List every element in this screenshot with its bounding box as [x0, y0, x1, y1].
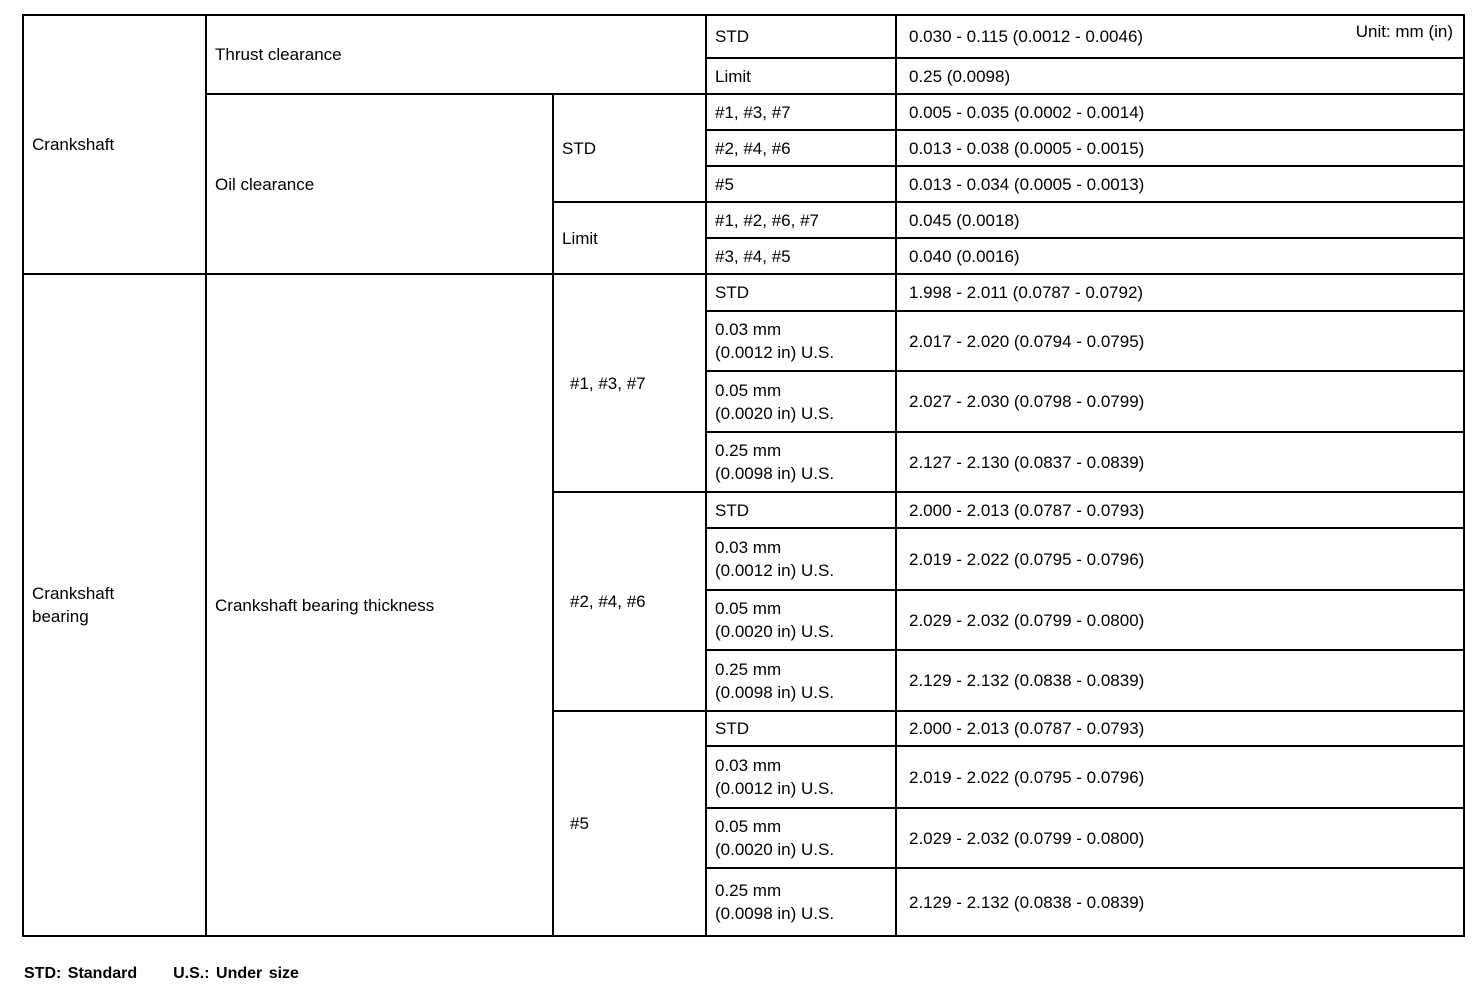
table-row: Crankshaft bearing Crankshaft bearing thi… — [22, 273, 1465, 937]
undersize-mm: 0.05 mm — [715, 817, 782, 836]
value-cell: 2.129 - 2.132 (0.0838 - 0.0839) — [895, 649, 1465, 712]
journal-label: #5 — [705, 165, 897, 203]
table-row: 0.03 mm (0.0012 in) U.S. 2.017 - 2.020 (0.… — [23, 310, 1465, 372]
value-cell: 2.027 - 2.030 (0.0798 - 0.0799) — [895, 370, 1465, 433]
undersize-mm: 0.05 mm — [715, 380, 782, 400]
limit-label: Limit — [552, 201, 707, 275]
value-cell: 1.998 - 2.011 (0.0787 - 0.0792) — [895, 273, 1465, 312]
journal-group-label: #1, #3, #7 — [552, 273, 707, 493]
value-cell: 2.127 - 2.130 (0.0837 - 0.0839) — [895, 431, 1465, 493]
journal-group-label: #5 — [552, 710, 707, 937]
size-label: 0.25 mm (0.0098 in) U.S. — [705, 649, 897, 712]
table-row: 0.05 mm (0.0020 in) U.S. 2.027 - 2.030 (0.… — [23, 370, 1465, 433]
journal-label: #2, #4, #6 — [705, 129, 897, 167]
table-row: 0.05 mm (0.0020 in) U.S. 2.029 - 2.032 (0.… — [23, 807, 1465, 869]
undersize-in: (0.0098 in) U.S. — [715, 904, 835, 923]
undersize-in: (0.0020 in) U.S. — [715, 840, 835, 859]
table-row: 0.25 mm (0.0098 in) U.S. 2.127 - 2.130 (0.… — [23, 431, 1465, 493]
thrust-clearance-label: Thrust clearance — [205, 14, 707, 95]
size-label: STD — [705, 273, 897, 312]
undersize-mm: 0.25 mm — [715, 659, 782, 679]
std-abbrev: STD: Standard — [24, 965, 138, 982]
value-cell: 0.030 - 0.115 (0.0012 - 0.0046) Unit: mm … — [895, 14, 1465, 59]
size-label: STD — [705, 491, 897, 529]
value-cell: 2.000 - 2.013 (0.0787 - 0.0793) — [895, 491, 1465, 529]
size-label: 0.05 mm (0.0020 in) U.S. — [705, 807, 897, 869]
size-label: Limit — [705, 57, 897, 95]
size-label: 0.03 mm (0.0012 in) U.S. — [705, 745, 897, 809]
value-cell: 2.129 - 2.132 (0.0838 - 0.0839) — [895, 867, 1465, 937]
size-label: STD — [705, 710, 897, 747]
journal-label: #1, #2, #6, #7 — [705, 201, 897, 239]
undersize-in: (0.0012 in) U.S. — [715, 561, 835, 580]
value-text: 0.030 - 0.115 (0.0012 - 0.0046) — [909, 27, 1144, 46]
value-cell: 2.019 - 2.022 (0.0795 - 0.0796) — [895, 527, 1465, 591]
value-cell: 2.029 - 2.032 (0.0799 - 0.0800) — [895, 589, 1465, 651]
crankshaft-label: Crankshaft — [22, 14, 207, 275]
value-cell: 0.013 - 0.038 (0.0005 - 0.0015) — [895, 129, 1465, 167]
undersize-in: (0.0012 in) U.S. — [715, 779, 835, 798]
value-cell: 2.000 - 2.013 (0.0787 - 0.0793) — [895, 710, 1465, 747]
journal-label: #1, #3, #7 — [705, 93, 897, 131]
table-row: 0.25 mm (0.0098 in) U.S. 2.129 - 2.132 (0.… — [23, 867, 1465, 937]
oil-clearance-label: Oil clearance — [205, 93, 554, 275]
size-label: STD — [705, 14, 897, 59]
size-label: 0.05 mm (0.0020 in) U.S. — [705, 370, 897, 433]
size-label: 0.03 mm (0.0012 in) U.S. — [705, 310, 897, 372]
value-cell: 2.019 - 2.022 (0.0795 - 0.0796) — [895, 745, 1465, 809]
table-row: 0.05 mm (0.0020 in) U.S. 2.029 - 2.032 (0.… — [23, 589, 1465, 651]
undersize-in: (0.0020 in) U.S. — [715, 403, 835, 423]
table-row: #5 STD 2.000 - 2.013 (0.0787 - 0.0793) — [23, 710, 1465, 937]
value-cell: 0.005 - 0.035 (0.0002 - 0.0014) — [895, 93, 1465, 131]
us-abbrev: U.S.: Under size — [173, 965, 299, 982]
legend-footer: STD: Standard U.S.: Under size — [24, 965, 335, 983]
undersize-mm: 0.03 mm — [715, 756, 782, 775]
undersize-mm: 0.03 mm — [715, 538, 782, 557]
journal-label: #3, #4, #5 — [705, 237, 897, 275]
size-label: 0.25 mm (0.0098 in) U.S. — [705, 867, 897, 937]
undersize-mm: 0.25 mm — [715, 881, 782, 900]
size-label: 0.05 mm (0.0020 in) U.S. — [705, 589, 897, 651]
undersize-mm: 0.05 mm — [715, 599, 782, 618]
value-cell: 0.25 (0.0098) — [895, 57, 1465, 95]
value-cell: 0.040 (0.0016) — [895, 237, 1465, 275]
undersize-in: (0.0012 in) U.S. — [715, 343, 835, 362]
value-cell: 2.029 - 2.032 (0.0799 - 0.0800) — [895, 807, 1465, 869]
size-label: 0.25 mm (0.0098 in) U.S. — [705, 431, 897, 493]
size-label: 0.03 mm (0.0012 in) U.S. — [705, 527, 897, 591]
undersize-mm: 0.03 mm — [715, 320, 782, 339]
table-row: #2, #4, #6 STD 2.000 - 2.013 (0.0787 - 0.0… — [23, 491, 1465, 712]
journal-group-label: #2, #4, #6 — [552, 491, 707, 712]
std-label: STD — [552, 93, 707, 203]
crankshaft-bearing-label: Crankshaft bearing — [22, 273, 207, 937]
unit-label: Unit: mm (in) — [1355, 22, 1453, 41]
value-cell: 0.045 (0.0018) — [895, 201, 1465, 239]
undersize-in: (0.0020 in) U.S. — [715, 622, 835, 641]
table-row: 0.03 mm (0.0012 in) U.S. 2.019 - 2.022 (0.… — [23, 745, 1465, 809]
undersize-in: (0.0098 in) U.S. — [715, 682, 835, 702]
bearing-thickness-label: Crankshaft bearing thickness — [205, 273, 554, 937]
spec-table: Crankshaft Thrust clearance STD 0.030 - … — [22, 14, 1465, 937]
table-row: 0.03 mm (0.0012 in) U.S. 2.019 - 2.022 (0.… — [23, 527, 1465, 591]
value-cell: 0.013 - 0.034 (0.0005 - 0.0013) — [895, 165, 1465, 203]
undersize-in: (0.0098 in) U.S. — [715, 464, 835, 483]
table-row: 0.25 mm (0.0098 in) U.S. 2.129 - 2.132 (0.… — [23, 649, 1465, 712]
undersize-mm: 0.25 mm — [715, 441, 782, 460]
value-cell: 2.017 - 2.020 (0.0794 - 0.0795) — [895, 310, 1465, 372]
